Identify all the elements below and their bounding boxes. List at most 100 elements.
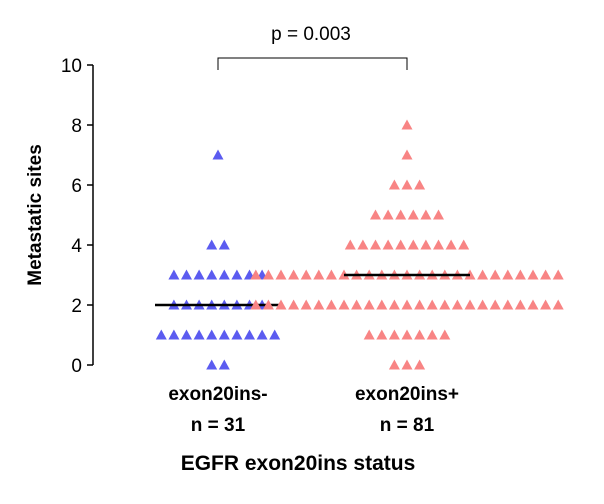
- data-point: [325, 269, 337, 280]
- data-point: [451, 299, 463, 310]
- data-point: [489, 269, 501, 280]
- data-point: [414, 179, 426, 190]
- data-point: [433, 209, 444, 220]
- data-point: [420, 239, 432, 250]
- data-point: [168, 269, 180, 280]
- data-point: [414, 359, 426, 370]
- data-point: [338, 299, 350, 310]
- data-point: [540, 269, 552, 280]
- data-point: [155, 329, 167, 340]
- data-point: [439, 329, 451, 340]
- data-point: [388, 359, 400, 370]
- data-point: [376, 329, 388, 340]
- y-tick-label: 2: [71, 296, 82, 317]
- x-tick-sublabel: n = 81: [380, 415, 435, 436]
- data-point: [313, 299, 325, 310]
- data-point: [325, 299, 337, 310]
- data-point: [395, 209, 407, 220]
- data-point: [376, 299, 388, 310]
- data-point: [382, 239, 394, 250]
- data-point: [357, 239, 369, 250]
- data-point: [414, 329, 426, 340]
- data-point: [206, 239, 218, 250]
- data-point: [502, 299, 514, 310]
- data-point: [218, 329, 230, 340]
- data-point: [288, 299, 300, 310]
- data-point: [370, 209, 381, 220]
- data-point: [407, 239, 419, 250]
- data-point: [388, 179, 400, 190]
- data-point: [477, 299, 489, 310]
- x-tick-label: exon20ins-: [168, 384, 267, 405]
- x-axis-title: EGFR exon20ins status: [181, 452, 416, 475]
- data-point: [464, 299, 476, 310]
- y-tick-label: 0: [71, 356, 82, 377]
- data-point: [300, 269, 312, 280]
- data-point: [206, 329, 218, 340]
- y-axis-title: Metastatic sites: [25, 144, 46, 286]
- data-point: [244, 329, 255, 340]
- data-point: [313, 269, 325, 280]
- data-point: [262, 299, 274, 310]
- data-point: [256, 329, 268, 340]
- x-tick-label: exon20ins+: [355, 384, 459, 405]
- data-point: [489, 299, 501, 310]
- data-point: [527, 299, 539, 310]
- data-point: [218, 359, 230, 370]
- data-point: [502, 269, 514, 280]
- data-point: [351, 299, 363, 310]
- data-point: [262, 269, 274, 280]
- data-point: [407, 209, 419, 220]
- data-point: [288, 269, 300, 280]
- data-point: [395, 239, 407, 250]
- data-point: [552, 299, 564, 310]
- data-point: [401, 149, 413, 160]
- data-point: [193, 269, 205, 280]
- data-point: [382, 209, 394, 220]
- data-point: [514, 269, 526, 280]
- data-point: [477, 269, 489, 280]
- data-point: [401, 119, 413, 130]
- data-point: [275, 299, 287, 310]
- data-point: [218, 239, 230, 250]
- data-point: [388, 299, 400, 310]
- x-tick-sublabel: n = 31: [191, 415, 246, 436]
- y-tick-label: 6: [71, 176, 82, 197]
- y-tick-label: 4: [71, 236, 82, 257]
- data-point: [445, 239, 457, 250]
- data-point: [181, 329, 192, 340]
- data-point: [401, 179, 413, 190]
- data-point: [275, 269, 287, 280]
- y-tick-label: 8: [71, 116, 82, 137]
- data-point: [363, 299, 375, 310]
- data-point: [527, 269, 539, 280]
- data-point: [218, 269, 230, 280]
- data-point: [552, 269, 564, 280]
- data-point: [420, 209, 432, 220]
- data-point: [433, 239, 444, 250]
- data-point: [212, 149, 224, 160]
- data-point: [401, 329, 413, 340]
- data-point: [370, 239, 381, 250]
- data-point: [388, 329, 400, 340]
- data-point: [168, 329, 180, 340]
- p-value: p = 0.003: [271, 24, 351, 45]
- data-point: [401, 299, 413, 310]
- data-point: [344, 239, 356, 250]
- data-point: [250, 299, 262, 310]
- data-point: [401, 359, 413, 370]
- data-point: [231, 329, 243, 340]
- data-point: [231, 269, 243, 280]
- bracket: [217, 57, 408, 70]
- data-point: [206, 359, 218, 370]
- data-point: [206, 269, 218, 280]
- data-point: [181, 269, 192, 280]
- data-point: [414, 299, 426, 310]
- data-point: [439, 299, 451, 310]
- data-point: [300, 299, 312, 310]
- data-point: [458, 239, 470, 250]
- data-point: [250, 269, 262, 280]
- data-point: [426, 299, 438, 310]
- y-tick-label: 10: [61, 56, 82, 77]
